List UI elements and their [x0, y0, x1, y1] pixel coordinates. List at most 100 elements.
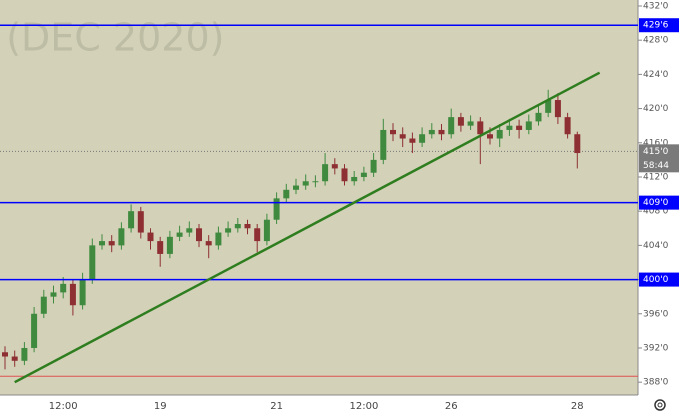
candle-body	[477, 121, 484, 135]
candle-body	[40, 296, 47, 314]
candle	[234, 218, 241, 233]
candle	[196, 224, 202, 248]
y-tick-label: 392'0	[643, 343, 669, 353]
candle	[21, 341, 28, 366]
candle-body	[428, 129, 435, 135]
candle-body	[283, 189, 290, 199]
x-tick-label: 28	[571, 401, 584, 412]
candle-body	[273, 198, 280, 220]
candle	[50, 285, 57, 304]
candle	[205, 235, 212, 259]
y-tick-label: 396'0	[643, 309, 669, 319]
candle-body	[99, 241, 105, 246]
candle	[331, 158, 338, 175]
x-tick-label: 19	[154, 401, 167, 412]
candle	[108, 235, 115, 253]
candle	[525, 114, 532, 135]
price-label-bg	[639, 272, 679, 287]
candle-body	[438, 129, 445, 135]
candle-body	[157, 241, 164, 254]
candle	[11, 350, 18, 367]
price-label: 400'0	[643, 275, 669, 285]
candle-body	[302, 181, 309, 186]
candle-body	[254, 228, 261, 242]
candle	[293, 178, 299, 195]
candle	[302, 174, 309, 190]
candle	[31, 306, 38, 353]
candle	[89, 238, 96, 284]
candle-body	[448, 117, 455, 135]
settings-icon[interactable]	[654, 399, 666, 411]
candle	[244, 219, 251, 235]
candle-body	[545, 100, 552, 113]
watermark: S (DEC 2020)	[0, 16, 224, 60]
candle-body	[390, 129, 396, 135]
x-tick-label: 26	[445, 401, 458, 412]
candle	[360, 166, 367, 182]
candle-body	[380, 129, 387, 160]
candle	[457, 112, 464, 132]
candle-body	[419, 134, 426, 143]
candle-body	[322, 164, 329, 182]
y-tick-label: 424'0	[643, 70, 669, 80]
candle-body	[147, 232, 154, 242]
candle	[283, 183, 290, 203]
candle-body	[89, 245, 96, 280]
candle-body	[215, 232, 222, 246]
candle-body	[2, 352, 8, 357]
candle	[390, 123, 396, 142]
y-tick-label: 404'0	[643, 241, 669, 251]
candle	[351, 170, 358, 186]
x-tick-label: 21	[270, 401, 283, 412]
x-tick-label: 12:00	[49, 401, 78, 412]
candle-body	[205, 241, 212, 246]
candle	[467, 115, 474, 130]
candle-body	[506, 125, 513, 130]
price-label-bg	[639, 195, 679, 210]
candle	[166, 230, 173, 259]
candle	[215, 226, 222, 250]
candle	[545, 89, 552, 118]
candle	[128, 204, 135, 233]
candle	[157, 236, 164, 267]
candle	[516, 119, 523, 139]
candle-body	[244, 224, 251, 229]
candle-body	[128, 211, 135, 229]
y-tick-label: 412'0	[643, 172, 669, 182]
candle	[69, 279, 76, 316]
candle	[409, 132, 416, 154]
candle	[477, 117, 484, 165]
trendline	[14, 71, 601, 384]
countdown: 58:44	[643, 161, 669, 171]
candle-body	[21, 347, 28, 361]
candle	[254, 224, 261, 253]
candle	[370, 153, 377, 177]
candle	[2, 346, 8, 370]
candle	[448, 108, 455, 139]
candle	[322, 153, 329, 186]
candle	[312, 175, 319, 188]
y-tick-label: 428'0	[643, 36, 669, 46]
candle-body	[535, 112, 542, 122]
candle	[176, 225, 183, 242]
candle	[225, 221, 232, 237]
candle-body	[11, 356, 18, 361]
candle-body	[370, 159, 377, 173]
time-axis	[0, 395, 638, 416]
candle-body	[399, 134, 406, 139]
candle-body	[186, 228, 193, 233]
candle-body	[467, 121, 474, 126]
candle-body	[409, 138, 416, 143]
price-label: 409'0	[643, 198, 669, 208]
candle-body	[525, 121, 532, 130]
y-tick-label: 432'0	[643, 1, 669, 11]
candle	[554, 93, 561, 124]
candle-body	[496, 129, 503, 139]
last-price-label: 415'0	[643, 147, 669, 157]
candle-body	[457, 117, 464, 126]
y-tick-label: 420'0	[643, 104, 669, 114]
candle	[341, 164, 348, 186]
price-label: 429'6	[643, 21, 669, 31]
x-tick-label: 12:00	[349, 401, 378, 412]
candle	[419, 127, 426, 148]
